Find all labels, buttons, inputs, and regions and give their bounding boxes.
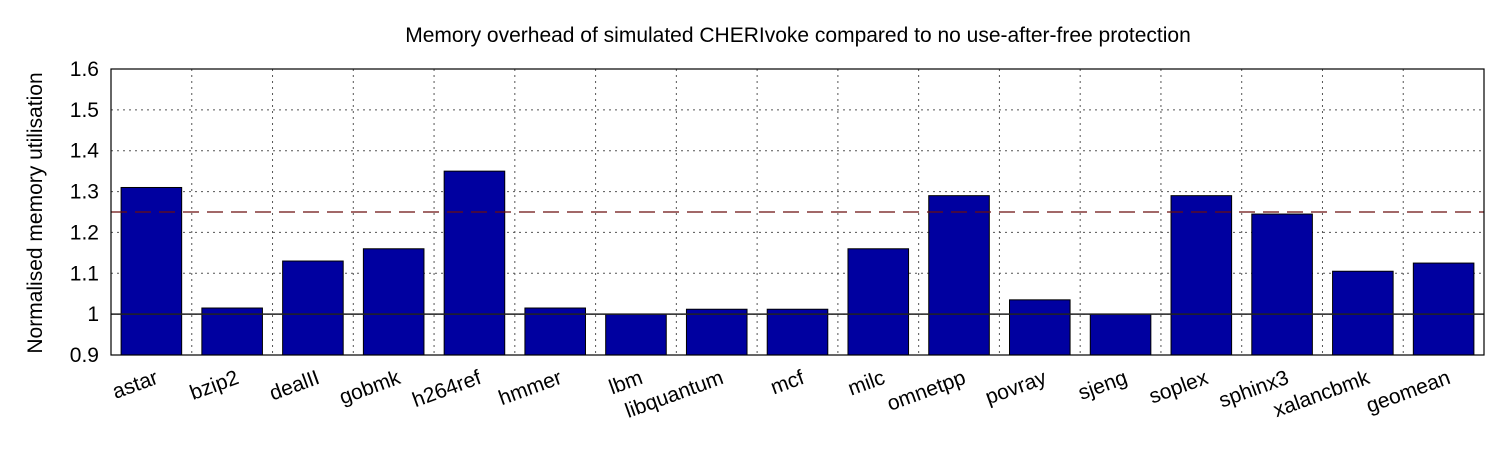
bar-milc: [847, 248, 910, 356]
x-tick-label: bzip2: [187, 366, 242, 405]
x-tick-label: h264ref: [409, 366, 484, 412]
x-tick-label: milc: [845, 366, 888, 400]
bar-omnetpp: [928, 195, 990, 356]
x-tick-label: geomean: [1363, 366, 1453, 418]
bar-sjeng: [1089, 313, 1152, 356]
x-tick-label: povray: [982, 366, 1050, 409]
bar-lbm: [605, 313, 667, 356]
y-tick-label: 1.4: [70, 140, 100, 163]
bar-h264ref: [443, 170, 506, 356]
bar-soplex: [1170, 195, 1233, 356]
x-tick-label: gobmk: [336, 366, 404, 409]
y-tick-label: 1.6: [70, 58, 99, 81]
x-tick-label: astar: [109, 366, 161, 404]
plot-frame: [110, 68, 1485, 356]
x-tick-label: hmmer: [496, 366, 565, 410]
bar-povray: [1009, 299, 1071, 356]
bar-sphinx3: [1251, 213, 1313, 356]
y-tick-label: 1: [87, 303, 99, 326]
y-tick-label: 1.5: [70, 99, 99, 122]
x-tick-label: dealII: [266, 366, 322, 405]
y-tick-label: 1.3: [70, 181, 99, 204]
y-axis-label: Normalised memory utilisation: [24, 72, 47, 353]
bar-astar: [120, 186, 183, 356]
x-tick-label: omnetpp: [884, 366, 969, 416]
bar-hmmer: [524, 307, 586, 356]
x-tick-label: sjeng: [1075, 366, 1130, 405]
bar-gobmk: [362, 248, 425, 356]
chart-title: Memory overhead of simulated CHERIvoke c…: [405, 24, 1191, 47]
x-tick-label: mcf: [768, 366, 808, 399]
bar-libquantum: [685, 308, 748, 356]
bar-geomean: [1412, 262, 1475, 356]
x-tick-label: soplex: [1146, 366, 1211, 409]
bar-mcf: [766, 308, 829, 356]
reference-lines: [111, 211, 1484, 315]
y-tick-label: 1.2: [70, 221, 99, 244]
x-tick-labels: astar bzip2 dealII gobmk h264ref hmmer lbmlibq…: [109, 366, 1453, 423]
y-tick-label: 0.9: [70, 344, 99, 367]
y-tick-labels: 0.9 1 1.1 1.2 1.3 1.4 1.5 1.6: [70, 58, 100, 367]
y-tick-label: 1.1: [70, 262, 99, 285]
bar-xalancbmk: [1332, 270, 1394, 356]
bar-bzip2: [201, 307, 263, 356]
bars: [120, 170, 1475, 356]
bar-dealII: [282, 260, 344, 356]
